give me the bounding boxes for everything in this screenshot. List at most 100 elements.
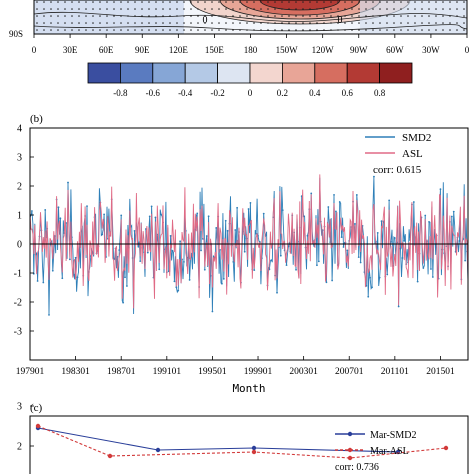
series-smd2-point [122, 301, 125, 304]
panel-b-y-tick-label: 3 [17, 153, 22, 164]
colorbar-swatch [249, 62, 283, 84]
series-smd2-point [86, 205, 88, 208]
colorbar-swatch [152, 62, 186, 84]
panel-b-x-tick-label: 201501 [426, 367, 455, 377]
panel-b-x-axis-label: Month [232, 382, 265, 395]
panel-b-label: (b) [30, 113, 43, 125]
series-smd2-point [452, 210, 455, 213]
series-smd2-point [306, 234, 309, 237]
series-smd2-point [101, 233, 104, 236]
series-asl-line [30, 174, 468, 309]
map-x-tick-label: 60W [386, 45, 404, 55]
colorbar-tick-label: -0.4 [178, 88, 193, 98]
series-smd2-point [285, 264, 288, 267]
map-x-tick-label: 150E [205, 45, 225, 55]
panel-b-x-tick-label: 197901 [16, 367, 45, 377]
colorbar-tick-label: 0.4 [309, 88, 321, 98]
series-smd2-point [428, 220, 430, 223]
series-smd2-point [36, 280, 39, 282]
panel-b-y-axis: -3 -2 -1 0 1 2 3 4 [14, 124, 468, 338]
series-smd2-point [173, 280, 176, 283]
series-smd2-point [295, 268, 297, 271]
series-smd2-point [120, 214, 123, 217]
series-smd2-point [270, 259, 273, 261]
series-smd2-point [279, 254, 282, 257]
series-smd2-point [42, 281, 45, 284]
series-smd2-point [403, 239, 406, 242]
series-smd2-point [69, 258, 71, 261]
series-smd2-point [133, 229, 136, 232]
panel-c-legend: Mar-SMD2 Mar-ASL corr: 0.736 [335, 430, 416, 473]
panel-c-series-point [443, 445, 449, 451]
panel-b-x-tick-label: 199101 [153, 367, 182, 377]
map-x-tick-label: 150W [276, 45, 299, 55]
colorbar-tick-label: -0.8 [113, 88, 128, 98]
series-smd2-point [342, 246, 345, 248]
colorbar-swatch [281, 62, 316, 84]
series-smd2-point [146, 251, 149, 254]
series-smd2-point [262, 212, 265, 215]
panel-c-series-point [347, 455, 353, 461]
panel-b-y-tick-label: -3 [14, 327, 22, 338]
series-smd2-point [338, 201, 341, 203]
series-smd2-point [390, 240, 392, 243]
series-smd2-point [57, 206, 60, 209]
series-smd2-point [215, 227, 218, 229]
map-x-tick-label: 30E [63, 45, 78, 55]
colorbar-tick-label: 0 [248, 88, 253, 98]
series-smd2-point [175, 286, 178, 289]
legend-marker-mar-asl [347, 447, 353, 453]
map-x-tick-label: 90E [135, 45, 150, 55]
series-smd2-point [137, 245, 140, 248]
series-smd2-point [450, 215, 453, 218]
panel-b-x-tick-label: 198701 [107, 367, 136, 377]
panel-c: (c) 23 Mar-SMD2 Mar-ASL corr: 0.736 [17, 402, 469, 474]
panel-c-plot-frame [29, 415, 469, 474]
colorbar-swatch [184, 62, 218, 84]
map-y-tick: 90S [9, 29, 23, 39]
colorbar-swatch [120, 62, 154, 84]
panel-c-label: (c) [30, 402, 43, 414]
series-smd2-point [380, 220, 383, 223]
series-smd2-line [30, 176, 468, 315]
series-smd2-point [171, 249, 174, 252]
series-smd2-point [74, 256, 77, 259]
series-smd2-point [232, 260, 235, 263]
map-x-tick-label: 120W [312, 45, 335, 55]
series-smd2-point [431, 276, 434, 278]
series-smd2-point [253, 269, 256, 272]
panel-b-x-tick-label: 200301 [289, 367, 318, 377]
series-smd2-point [464, 259, 467, 262]
map-x-tick-label: 30W [422, 45, 440, 55]
colorbar-tick-label: -0.2 [210, 88, 224, 98]
series-smd2-point [222, 277, 225, 280]
series-smd2-point [325, 281, 328, 284]
series-smd2-point [369, 276, 372, 279]
series-smd2-point [412, 201, 415, 203]
panel-b-x-tick-label: 201101 [381, 367, 409, 377]
series-smd2-point [177, 289, 180, 292]
series-smd2-point [401, 257, 404, 259]
series-smd2-point [399, 247, 402, 250]
panel-b-y-tick-label: -1 [14, 269, 22, 280]
series-smd2-point [333, 194, 335, 196]
series-smd2-point [416, 280, 419, 283]
corr-annotation-c: corr: 0.736 [335, 462, 379, 473]
colorbar-swatch [87, 62, 121, 84]
series-smd2-point [188, 279, 191, 281]
series-smd2-point [397, 305, 400, 308]
series-smd2-point [59, 217, 62, 220]
panel-c-series-point [251, 445, 257, 451]
series-smd2-point [331, 279, 334, 282]
panel-b-x-axis: 197901 198301 198701 199101 199501 199901 2003… [16, 356, 455, 377]
series-smd2-point [207, 215, 210, 218]
series-smd2-point [357, 256, 360, 259]
panel-c-series-point [35, 423, 41, 429]
map-x-tick-label: 120E [169, 45, 189, 55]
panel-b-y-tick-label: 0 [17, 240, 22, 251]
panel-b-x-tick-label: 198301 [61, 367, 90, 377]
map-x-tick-label: 90W [350, 45, 368, 55]
map-x-tick-label: 0 [32, 45, 37, 55]
colorbar-tick-label: -0.6 [146, 88, 161, 98]
